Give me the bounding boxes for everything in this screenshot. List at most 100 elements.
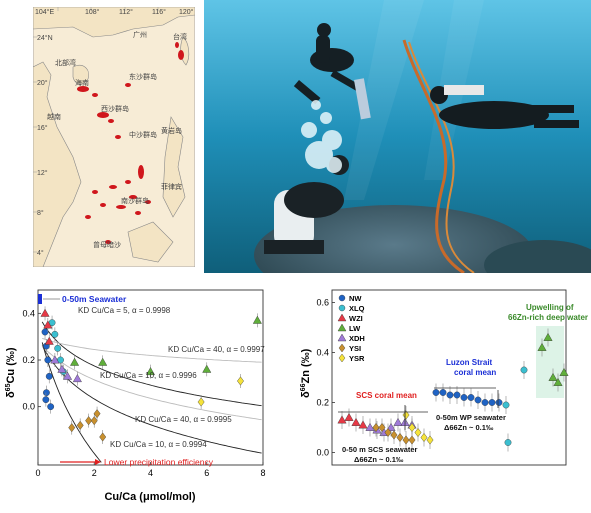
surface-seawater-bar bbox=[38, 294, 42, 304]
data-point-nw bbox=[460, 394, 468, 401]
y-tick-label: 0.0 bbox=[316, 448, 329, 458]
underwater-photo bbox=[204, 0, 591, 305]
place-label: 南沙群岛 bbox=[121, 196, 149, 205]
y-tick-label: 0.0 bbox=[22, 402, 35, 412]
data-point-wzi bbox=[351, 417, 361, 426]
legend-label: XDH bbox=[349, 334, 365, 343]
data-point-ysi bbox=[68, 423, 76, 433]
data-point-ysi bbox=[372, 422, 380, 433]
data-point-ysi bbox=[99, 432, 107, 442]
lon-label: 116° bbox=[152, 8, 166, 16]
data-point-ysr bbox=[408, 422, 416, 433]
place-label: 西沙群岛 bbox=[101, 104, 129, 113]
place-label: 菲律宾 bbox=[161, 182, 182, 191]
data-point-xlq bbox=[502, 401, 510, 409]
data-point-wzi bbox=[344, 412, 354, 421]
lat-label: 8° bbox=[37, 209, 44, 217]
data-point-nw bbox=[45, 372, 53, 380]
data-point-ysr bbox=[414, 427, 422, 438]
zn-chart-svg: δ66Zn (‰) 0.0 0.2 0.4 0.6 SCS coral mean 0-… bbox=[300, 289, 588, 466]
data-point-lw bbox=[98, 357, 108, 366]
data-point-xlq bbox=[51, 330, 59, 338]
lat-label: 16° bbox=[37, 124, 48, 132]
legend-label: XLQ bbox=[349, 304, 365, 313]
curve-label: KD Cu/Ca = 10, α = 0.9996 bbox=[100, 371, 197, 380]
scs-coral-mean-label: SCS coral mean bbox=[356, 391, 417, 400]
data-point-nw bbox=[474, 396, 482, 404]
data-point-xdh bbox=[50, 355, 60, 364]
data-point-xdh bbox=[365, 422, 375, 431]
data-point-wzi bbox=[40, 308, 50, 317]
data-point-ysi bbox=[76, 420, 84, 430]
x-tick-label: 6 bbox=[204, 468, 209, 478]
south-china-sea-map: 104°E 108° 112° 116° 120° 24°N 20° 16° 1… bbox=[32, 6, 196, 268]
data-point-wzi bbox=[44, 336, 54, 345]
data-point-lw bbox=[553, 377, 563, 386]
data-point-wzi bbox=[43, 320, 53, 329]
data-point-ysi bbox=[384, 427, 392, 438]
data-point-ysi bbox=[402, 435, 410, 445]
data-point-xdh bbox=[72, 374, 82, 383]
place-label: 海南 bbox=[75, 78, 89, 87]
y-axis-label: δ66Zn (‰) bbox=[300, 348, 312, 398]
data-point-ysr bbox=[237, 376, 244, 386]
place-label: 黄岩岛 bbox=[161, 126, 182, 135]
legend-label: YSR bbox=[349, 354, 365, 363]
legend-marker-ysr bbox=[338, 353, 346, 363]
y-tick-label: 0.2 bbox=[316, 398, 329, 408]
luzon-label-1: Luzon Strait bbox=[446, 358, 493, 367]
legend-label: LW bbox=[349, 324, 361, 333]
legend-label: YSI bbox=[349, 344, 361, 353]
data-point-nw bbox=[44, 356, 52, 364]
legend-label: NW bbox=[349, 294, 362, 303]
diver-2 bbox=[430, 85, 579, 129]
data-point-ysi bbox=[396, 432, 404, 443]
data-point-xdh bbox=[386, 422, 396, 431]
cu-isotope-chart: δ65Cu (‰) Cu/Ca (μmol/mol) 0 2 4 6 8 0.0 0.2 0.… bbox=[0, 280, 290, 508]
legend-marker-nw bbox=[338, 294, 346, 302]
data-point-wzi bbox=[337, 415, 347, 424]
data-point-nw bbox=[42, 396, 50, 404]
data-point-nw bbox=[481, 399, 489, 406]
place-label: 台湾 bbox=[173, 32, 187, 41]
data-point-xlq bbox=[504, 439, 512, 446]
lon-label: 108° bbox=[85, 8, 100, 16]
zn-isotope-chart: δ66Zn (‰) 0.0 0.2 0.4 0.6 SCS coral mean 0-… bbox=[296, 280, 591, 508]
data-point-nw bbox=[439, 389, 447, 396]
wp-seawater-label: 0-50m WP seawater bbox=[436, 413, 506, 422]
data-point-ysi bbox=[408, 435, 416, 445]
place-label: 东沙群岛 bbox=[129, 72, 157, 81]
y-tick-label: 0.2 bbox=[22, 355, 35, 365]
data-point-lw bbox=[537, 342, 547, 351]
data-point-lw bbox=[70, 357, 80, 366]
data-point-ysr bbox=[420, 432, 428, 443]
data-point-wzi bbox=[358, 420, 368, 429]
place-label: 中沙群岛 bbox=[129, 130, 157, 139]
y-tick-label: 0.6 bbox=[316, 298, 329, 308]
curve-label: KD Cu/Ca = 40, α = 0.9995 bbox=[135, 415, 232, 424]
data-point-nw bbox=[47, 403, 55, 411]
data-point-xdh bbox=[57, 364, 67, 373]
bubbles bbox=[301, 100, 342, 173]
data-point-nw bbox=[41, 328, 49, 336]
data-point-nw bbox=[453, 391, 461, 399]
lat-label: 20° bbox=[37, 79, 48, 87]
map-panel: 104°E 108° 112° 116° 120° 24°N 20° 16° 1… bbox=[32, 6, 196, 268]
data-point-lw bbox=[252, 315, 262, 324]
reef-markers bbox=[77, 42, 184, 244]
x-tick-label: 2 bbox=[92, 468, 97, 478]
data-point-ysi bbox=[93, 409, 101, 419]
curve-label: KD Cu/Ca = 5, α = 0.9998 bbox=[78, 306, 171, 315]
lat-label: 4° bbox=[37, 249, 44, 257]
lon-label: 104°E bbox=[35, 8, 54, 16]
cu-chart-svg: δ65Cu (‰) Cu/Ca (μmol/mol) 0 2 4 6 8 0.0 0.2 0.… bbox=[5, 289, 266, 503]
y-tick-label: 0.4 bbox=[316, 348, 329, 358]
legend-label: WZI bbox=[349, 314, 363, 323]
data-point-xlq bbox=[54, 344, 62, 352]
curve-label: KD Cu/Ca = 10, α = 0.9994 bbox=[110, 440, 207, 449]
scs-seawater-label: 0-50 m SCS seawater bbox=[342, 445, 418, 454]
data-point-ysr bbox=[197, 397, 205, 407]
legend-marker-xdh bbox=[337, 333, 347, 342]
fractionation-curve bbox=[41, 345, 262, 421]
